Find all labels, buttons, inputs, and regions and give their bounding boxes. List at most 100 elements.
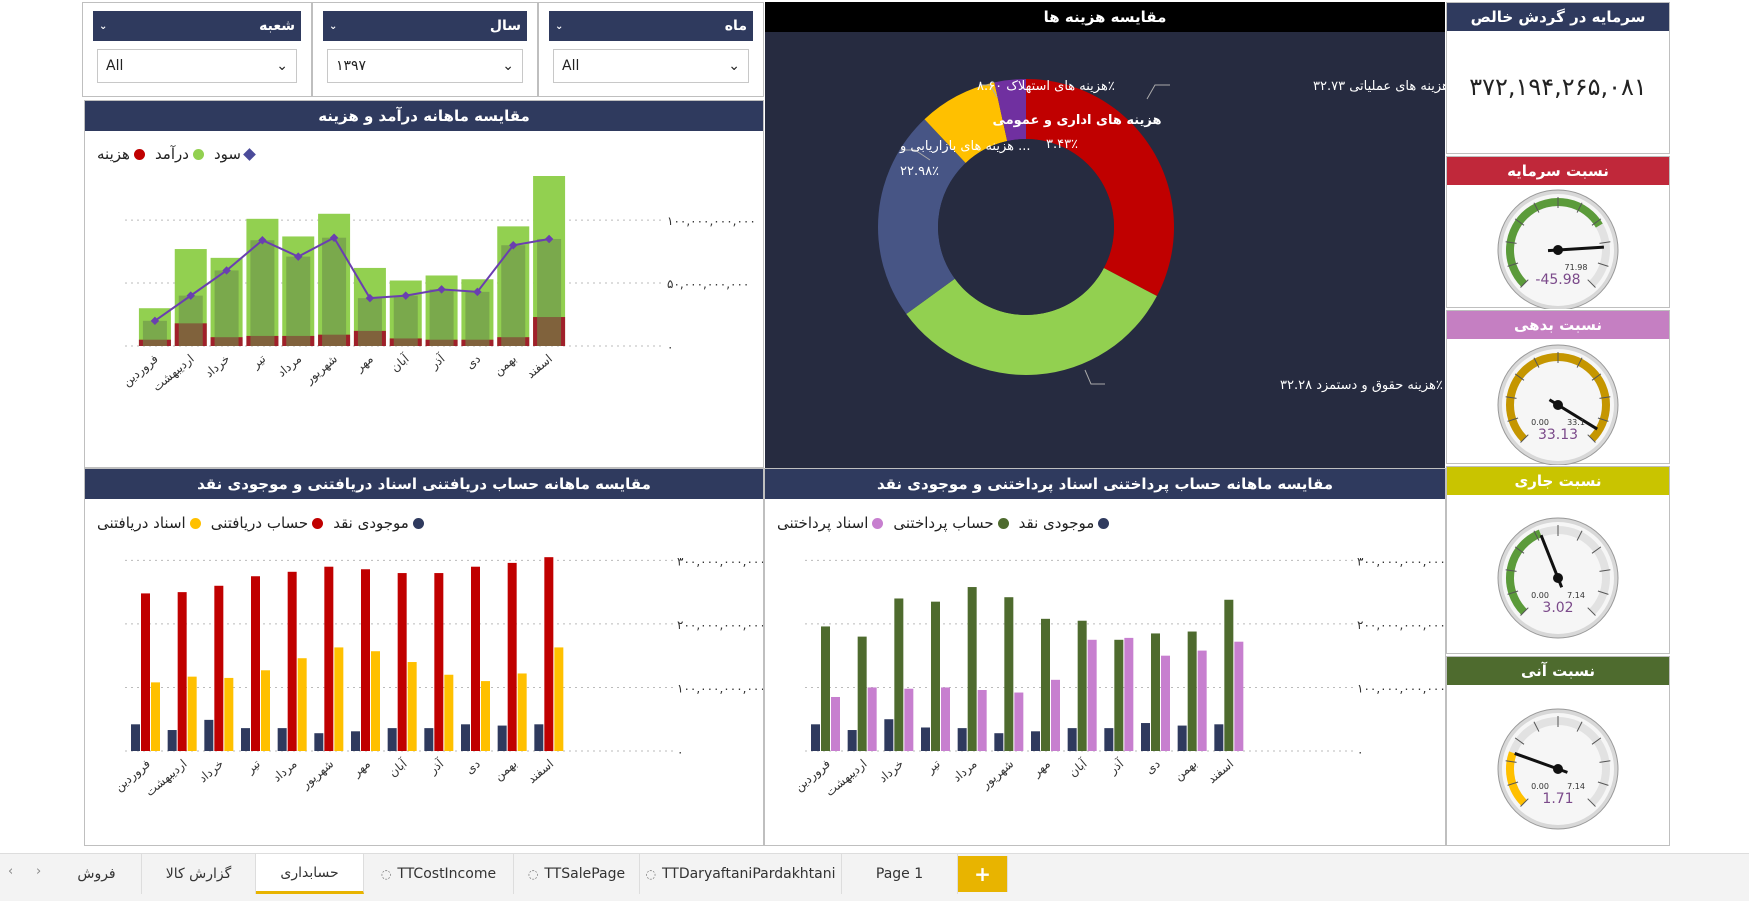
filter-year-select[interactable]: ۱۳۹۷ ⌄: [327, 49, 523, 83]
bar[interactable]: [444, 674, 454, 751]
bar[interactable]: [397, 573, 407, 751]
profit-point[interactable]: [150, 316, 160, 326]
tab-4[interactable]: ◌ TTSalePage: [514, 854, 640, 894]
bar[interactable]: [214, 585, 224, 751]
profit-point[interactable]: [258, 235, 267, 245]
tab-1[interactable]: گزارش کالا: [142, 854, 256, 894]
bar[interactable]: [554, 647, 564, 751]
bar[interactable]: [204, 719, 214, 751]
profit-bar[interactable]: [250, 240, 275, 346]
bar[interactable]: [1004, 597, 1014, 751]
bar[interactable]: [151, 682, 160, 751]
bar[interactable]: [1087, 639, 1097, 751]
add-page-button[interactable]: +: [958, 856, 1008, 892]
tab-2[interactable]: حسابداری: [256, 854, 364, 894]
profit-bar[interactable]: [286, 256, 311, 346]
bar[interactable]: [461, 724, 470, 751]
donut-slice[interactable]: [1026, 79, 1174, 297]
bar[interactable]: [1161, 655, 1170, 751]
bar[interactable]: [1031, 731, 1040, 751]
bar[interactable]: [497, 725, 507, 751]
bar[interactable]: [957, 728, 967, 751]
donut-slice[interactable]: [994, 79, 1026, 142]
profit-bar[interactable]: [357, 298, 382, 346]
bar[interactable]: [811, 724, 820, 751]
profit-point[interactable]: [437, 285, 446, 294]
profit-point[interactable]: [294, 252, 303, 261]
bar[interactable]: [967, 587, 977, 751]
profit-point[interactable]: [222, 266, 231, 275]
donut-slice[interactable]: [924, 82, 1008, 163]
bar[interactable]: [1224, 599, 1234, 751]
bar[interactable]: [387, 728, 397, 751]
bar[interactable]: [314, 733, 324, 751]
profit-point[interactable]: [365, 293, 375, 303]
tab-5[interactable]: ◌ TTDaryaftaniPardakhtani: [640, 854, 842, 894]
bar[interactable]: [261, 670, 270, 751]
bar[interactable]: [1197, 650, 1207, 751]
filter-branch-select[interactable]: All ⌄: [97, 49, 297, 83]
bar[interactable]: [434, 573, 444, 751]
bar[interactable]: [847, 730, 857, 751]
bar[interactable]: [1014, 692, 1024, 751]
tab-6[interactable]: Page 1: [842, 854, 958, 894]
bar[interactable]: [224, 677, 234, 751]
donut-slice[interactable]: [906, 268, 1157, 375]
bar[interactable]: [857, 636, 867, 751]
tab-0[interactable]: فروش: [52, 854, 142, 894]
bar[interactable]: [351, 731, 360, 751]
bar[interactable]: [994, 733, 1004, 751]
profit-bar[interactable]: [214, 270, 239, 346]
chevron-left-icon[interactable]: ‹: [8, 864, 14, 879]
bar[interactable]: [904, 688, 914, 751]
bar[interactable]: [941, 687, 950, 751]
profit-point[interactable]: [473, 287, 482, 297]
donut-slice[interactable]: [878, 119, 966, 315]
bar[interactable]: [177, 592, 187, 751]
filter-month-select[interactable]: All ⌄: [553, 49, 749, 83]
bar[interactable]: [361, 569, 370, 751]
bar[interactable]: [167, 730, 177, 751]
bar[interactable]: [334, 647, 344, 751]
bar[interactable]: [821, 626, 830, 751]
bar[interactable]: [1067, 728, 1077, 751]
bar[interactable]: [324, 566, 334, 751]
profit-bar[interactable]: [178, 295, 203, 346]
bar[interactable]: [931, 601, 940, 751]
profit-point[interactable]: [544, 234, 554, 244]
bar[interactable]: [1177, 725, 1187, 751]
chevron-right-icon[interactable]: ›: [36, 864, 42, 879]
profit-bar[interactable]: [393, 295, 418, 346]
bar[interactable]: [1114, 639, 1124, 751]
bar[interactable]: [471, 566, 480, 751]
bar[interactable]: [507, 562, 517, 751]
bar[interactable]: [517, 673, 527, 751]
bar[interactable]: [977, 689, 987, 751]
bar[interactable]: [131, 724, 140, 751]
bar[interactable]: [1104, 728, 1114, 751]
bar[interactable]: [141, 593, 150, 751]
bar[interactable]: [831, 696, 840, 751]
bar[interactable]: [1077, 620, 1087, 751]
bar[interactable]: [867, 687, 877, 751]
bar[interactable]: [1151, 633, 1160, 751]
bar[interactable]: [424, 728, 434, 751]
bar[interactable]: [407, 662, 417, 751]
profit-bar[interactable]: [429, 289, 454, 346]
bar[interactable]: [1187, 631, 1197, 751]
bar[interactable]: [287, 571, 297, 751]
bar[interactable]: [1124, 637, 1134, 751]
tab-3[interactable]: ◌ TTCostIncome: [364, 854, 514, 894]
bar[interactable]: [187, 676, 197, 751]
bar[interactable]: [371, 651, 380, 751]
profit-point[interactable]: [401, 291, 410, 300]
bar[interactable]: [1051, 679, 1060, 751]
bar[interactable]: [481, 681, 490, 751]
bar[interactable]: [1141, 723, 1150, 751]
profit-bar[interactable]: [501, 245, 526, 346]
bar[interactable]: [544, 557, 554, 751]
bar[interactable]: [534, 724, 544, 751]
bar[interactable]: [894, 598, 904, 751]
bar[interactable]: [277, 728, 287, 751]
bar[interactable]: [1234, 641, 1244, 751]
